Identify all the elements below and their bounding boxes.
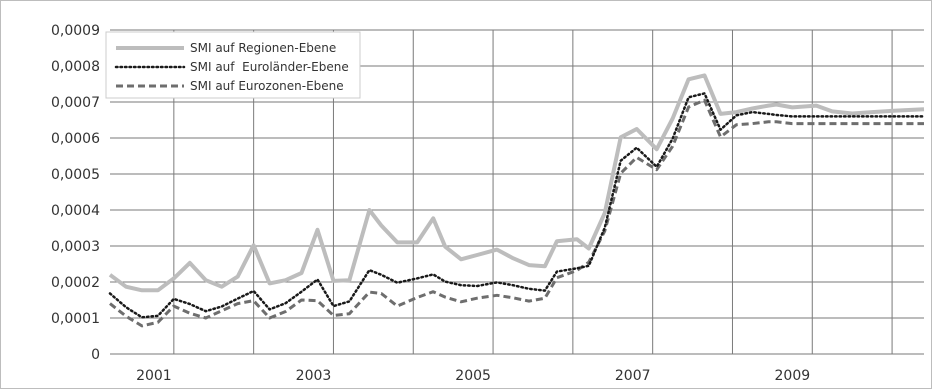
legend: SMI auf Regionen-Ebene SMI auf Eurolände… (105, 31, 361, 99)
legend-label-eurozone: SMI auf Eurozonen-Ebene (190, 79, 344, 93)
y-tick-label: 0,0005 (51, 167, 100, 183)
series-line-regionen (108, 73, 925, 293)
y-tick-label: 0,0001 (51, 311, 100, 327)
legend-label-euroland: SMI auf Euroländer-Ebene (190, 60, 349, 74)
y-tick-label: 0,0002 (51, 275, 100, 291)
x-axis-tick-labels: 2001 2003 2005 2007 2009 (136, 368, 810, 384)
y-tick-label: 0,0007 (51, 95, 100, 111)
series-line-eurozone (109, 98, 924, 328)
x-tick-label: 2005 (455, 368, 491, 384)
y-tick-label: 0,0004 (51, 203, 100, 219)
x-tick-label: 2003 (296, 368, 332, 384)
y-tick-label: 0,0009 (51, 23, 100, 39)
legend-label-regionen: SMI auf Regionen-Ebene (190, 41, 336, 55)
series-line-euroland (108, 92, 926, 319)
y-tick-label: 0,0008 (51, 59, 100, 75)
series-group (108, 73, 926, 328)
x-tick-label: 2007 (615, 368, 651, 384)
y-tick-label: 0,0006 (51, 131, 100, 147)
x-tick-label: 2009 (775, 368, 811, 384)
x-tick-label: 2001 (136, 368, 172, 384)
y-tick-label: 0,0003 (51, 239, 100, 255)
y-axis-tick-labels: 0 0,0001 0,0002 0,0003 0,0004 0,0005 0,0006 0,0… (51, 23, 100, 363)
legend-box (105, 31, 361, 99)
y-tick-label: 0 (91, 347, 100, 363)
